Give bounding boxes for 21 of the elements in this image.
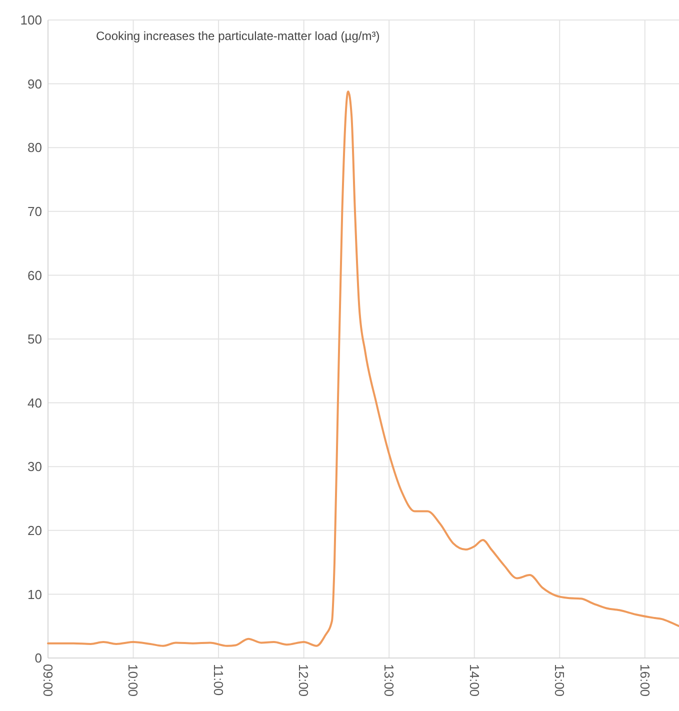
- y-tick-label: 0: [34, 650, 42, 666]
- y-tick-label: 20: [28, 522, 42, 538]
- x-tick-label: 11:00: [210, 664, 226, 696]
- y-tick-label: 50: [28, 332, 42, 347]
- line-series: [47, 90, 679, 647]
- y-tick-label: 80: [28, 140, 42, 156]
- y-tick-label: 60: [28, 268, 42, 283]
- y-tick-label: 10: [28, 586, 42, 602]
- y-tick-label: 40: [28, 395, 42, 410]
- y-tick-label: 30: [28, 459, 42, 474]
- x-tick-label: 13:00: [382, 664, 397, 697]
- y-tick-label: 90: [28, 76, 42, 92]
- x-tick-label: 12:00: [296, 664, 312, 697]
- x-tick-label: 09:00: [40, 664, 56, 697]
- x-tick-label: 16:00: [637, 664, 652, 697]
- x-tick-label: 14:00: [466, 664, 482, 697]
- x-tick-label: 15:00: [552, 664, 568, 697]
- y-tick-label: 70: [28, 204, 42, 219]
- x-tick-label: 10:00: [126, 664, 141, 697]
- y-tick-label: 100: [20, 12, 42, 28]
- text: Cooking increases the particulate-matter load (µg/m³): [96, 29, 380, 43]
